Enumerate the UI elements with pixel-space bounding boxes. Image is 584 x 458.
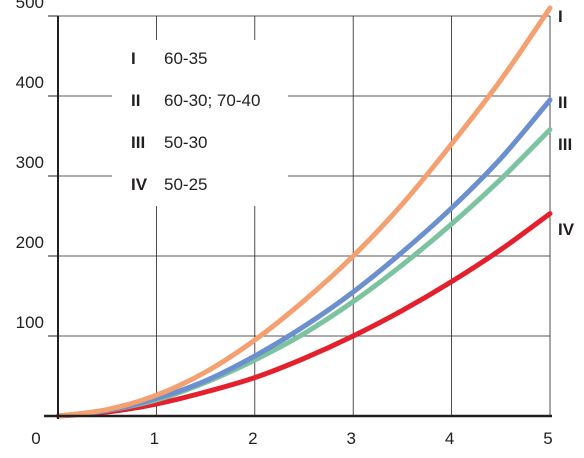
legend: I 60-35 II 60-30; 70-40 III 50-30 IV 50-25 [131,49,260,194]
x-tick-label-1: 1 [150,429,159,448]
y-tick-label-200: 200 [16,233,44,252]
legend-key-ii: II [131,91,140,110]
series-line-i [55,5,553,419]
end-label-iv: IV [558,220,575,239]
y-tick-label-100: 100 [16,313,44,332]
x-tick-label-0: 0 [31,429,40,448]
x-tick-label-3: 3 [346,429,355,448]
legend-label-ii: 60-30; 70-40 [164,91,260,110]
legend-label-i: 60-35 [164,49,207,68]
series-lines [55,5,553,419]
x-tick-label-2: 2 [248,429,257,448]
end-label-i: I [558,7,563,26]
tick-labels: 500 400 300 200 100 0 1 2 3 4 5 [16,0,553,448]
legend-background [112,40,288,206]
legend-key-iv: IV [131,175,148,194]
end-label-ii: II [558,93,567,112]
y-tick-label-500: 500 [16,0,44,12]
legend-key-iii: III [131,133,145,152]
y-tick-label-300: 300 [16,153,44,172]
legend-key-i: I [131,49,136,68]
x-tick-label-4: 4 [445,429,454,448]
x-tick-label-5: 5 [543,429,552,448]
legend-label-iii: 50-30 [164,133,207,152]
end-label-iii: III [558,135,572,154]
axes [44,15,552,419]
series-line-iv [55,211,553,419]
y-tick-label-400: 400 [16,73,44,92]
legend-label-iv: 50-25 [164,175,207,194]
